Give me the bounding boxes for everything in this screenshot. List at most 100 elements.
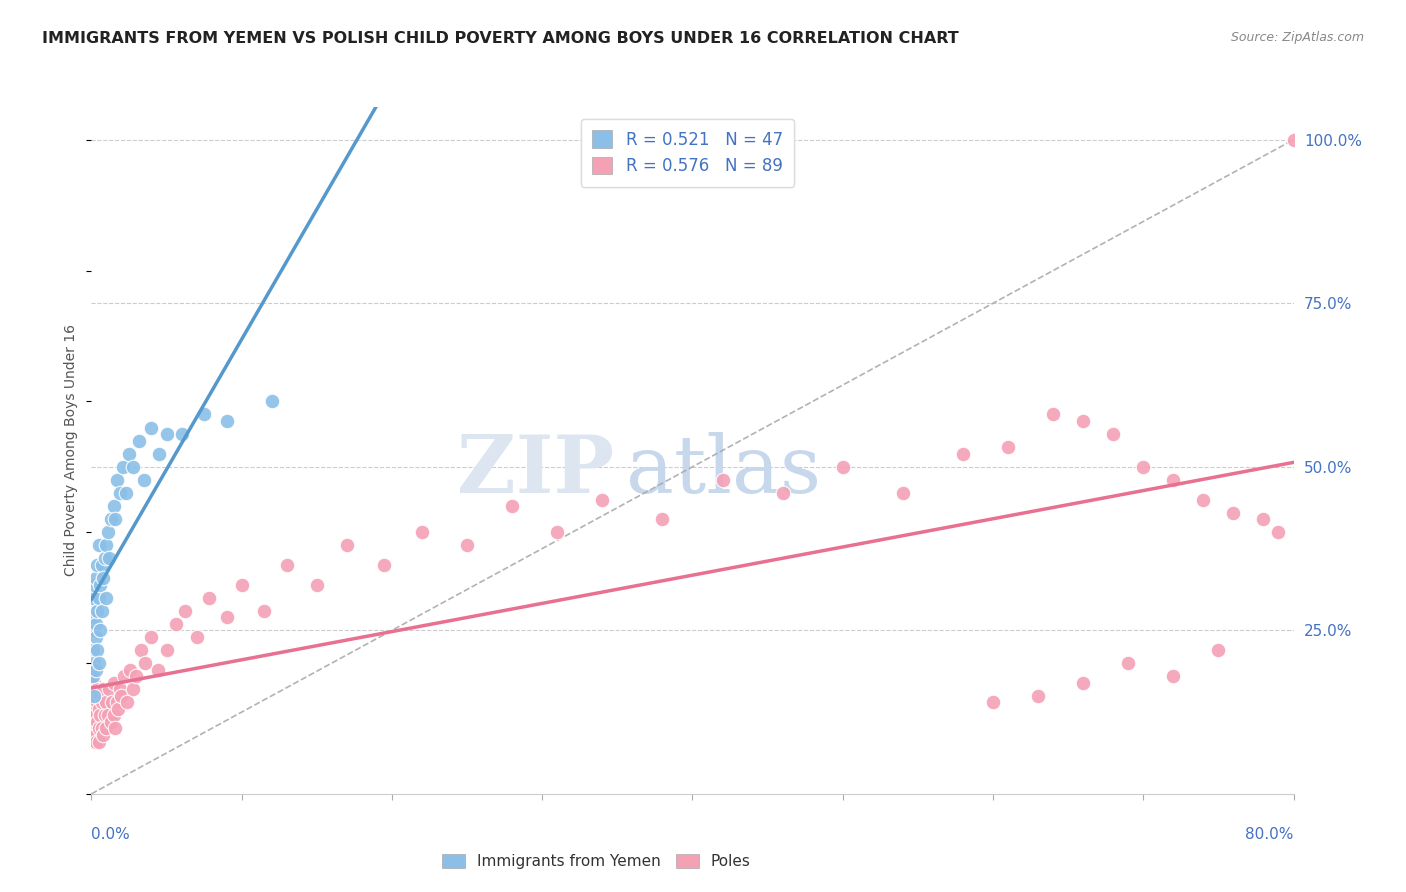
Point (84, 708, 107, 723)
Point (1026, 689, 1049, 703)
Point (141, 420, 163, 434)
Point (155, 643, 177, 657)
Point (96, 695, 118, 709)
Point (115, 486, 138, 500)
Point (82, 591, 104, 605)
Point (1102, 427, 1125, 442)
Point (83, 714, 105, 729)
Point (86, 682, 108, 697)
Point (93, 728, 115, 742)
Point (120, 663, 142, 677)
Point (129, 643, 152, 657)
Point (456, 538, 478, 552)
Point (94, 551, 117, 566)
Point (215, 414, 238, 428)
Point (193, 408, 215, 422)
Point (84, 734, 107, 748)
Text: IMMIGRANTS FROM YEMEN VS POLISH CHILD POVERTY AMONG BOYS UNDER 16 CORRELATION CH: IMMIGRANTS FROM YEMEN VS POLISH CHILD PO… (42, 31, 959, 46)
Point (82, 689, 104, 703)
Point (100, 714, 122, 729)
Point (336, 538, 359, 552)
Text: 80.0%: 80.0% (1246, 827, 1294, 841)
Point (711, 473, 734, 487)
Point (87, 734, 110, 748)
Point (165, 616, 187, 631)
Point (103, 675, 125, 690)
Point (97, 708, 120, 723)
Point (260, 394, 283, 409)
Point (134, 656, 156, 670)
Point (110, 689, 132, 703)
Point (84, 616, 107, 631)
Point (82, 669, 104, 683)
Point (891, 486, 914, 500)
Point (93, 682, 115, 697)
Point (83, 734, 105, 748)
Point (170, 427, 193, 442)
Point (86, 714, 108, 729)
Point (87, 591, 110, 605)
Point (546, 525, 568, 540)
Point (305, 577, 328, 591)
Point (831, 459, 853, 474)
Point (276, 558, 298, 572)
Point (1208, 643, 1230, 657)
Point (1192, 492, 1215, 507)
Point (82, 669, 104, 683)
Point (148, 447, 170, 461)
Point (82, 708, 104, 723)
Point (1116, 656, 1139, 670)
Point (501, 499, 523, 513)
Point (103, 499, 125, 513)
Point (411, 525, 433, 540)
Point (100, 512, 122, 526)
Point (952, 447, 974, 461)
Point (83, 689, 105, 703)
Point (84, 571, 107, 585)
Point (1161, 669, 1184, 683)
Point (215, 610, 238, 624)
Point (82, 722, 104, 736)
Point (83, 702, 105, 716)
Point (197, 591, 219, 605)
Point (1071, 675, 1094, 690)
Point (1132, 459, 1154, 474)
Point (114, 669, 136, 683)
Point (82, 643, 104, 657)
Point (122, 682, 145, 697)
Point (1042, 408, 1064, 422)
Point (87, 702, 110, 716)
Point (1282, 133, 1305, 147)
Point (101, 695, 124, 709)
Point (94, 708, 117, 723)
Point (103, 708, 125, 723)
Point (87, 538, 110, 552)
Point (89, 708, 111, 723)
Point (98, 682, 121, 697)
Point (98, 551, 121, 566)
Point (86, 695, 108, 709)
Point (651, 512, 673, 526)
Point (86, 558, 108, 572)
Point (122, 459, 145, 474)
Point (1253, 512, 1275, 526)
Y-axis label: Child Poverty Among Boys Under 16: Child Poverty Among Boys Under 16 (65, 325, 79, 576)
Point (1222, 506, 1244, 520)
Point (105, 473, 128, 487)
Point (1267, 525, 1289, 540)
Point (105, 695, 128, 709)
Point (997, 440, 1019, 454)
Point (1071, 414, 1094, 428)
Point (1161, 473, 1184, 487)
Point (89, 624, 111, 638)
Point (141, 630, 163, 644)
Point (155, 427, 177, 442)
Point (83, 656, 105, 670)
Point (89, 689, 111, 703)
Point (93, 571, 115, 585)
Point (186, 630, 208, 644)
Point (83, 624, 105, 638)
Point (83, 695, 105, 709)
Point (108, 682, 131, 697)
Text: 0.0%: 0.0% (91, 827, 131, 841)
